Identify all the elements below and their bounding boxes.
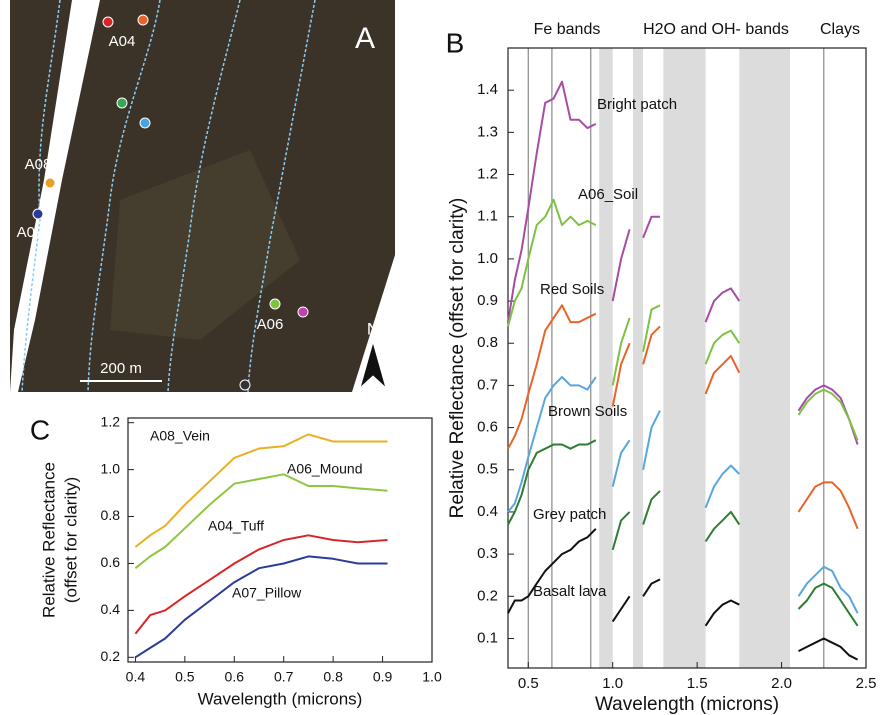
site-marker bbox=[32, 208, 44, 220]
x-tick-label: 0.6 bbox=[225, 669, 245, 685]
site-marker bbox=[116, 97, 128, 109]
y-tick-label: 0.1 bbox=[477, 629, 498, 646]
spectrum-line bbox=[507, 80, 859, 445]
series-label: A07_Pillow bbox=[232, 585, 302, 601]
panel-label: B bbox=[446, 27, 465, 58]
plot-frame bbox=[127, 417, 433, 663]
site-label: A04 bbox=[109, 33, 136, 50]
series-label: Basalt lava bbox=[533, 583, 607, 600]
x-tick-label: 1.5 bbox=[687, 675, 708, 692]
y-tick-label: 1.3 bbox=[477, 123, 498, 140]
x-tick-label: 0.4 bbox=[126, 669, 146, 685]
map-contours bbox=[21, 0, 316, 393]
map-panel bbox=[10, 0, 395, 393]
y-tick-label: 0.3 bbox=[477, 545, 498, 562]
x-axis-title: Wavelength (microns) bbox=[198, 689, 363, 708]
series-label: A06_Soil bbox=[578, 186, 638, 203]
y-tick-label: 1.4 bbox=[477, 81, 498, 98]
y-tick-label: 0.6 bbox=[477, 419, 498, 436]
x-tick-label: 0.5 bbox=[518, 675, 539, 692]
series-label: Bright patch bbox=[597, 96, 677, 113]
y-tick-label: 0.7 bbox=[477, 376, 498, 393]
band-header: H2O and OH- bands bbox=[643, 21, 789, 38]
absorption-band bbox=[599, 48, 613, 668]
site-label: A07 bbox=[17, 224, 44, 241]
band-header: Fe bands bbox=[534, 21, 601, 38]
y-tick-label: 1.0 bbox=[101, 460, 121, 476]
y-axis-title: (offset for clarity) bbox=[61, 477, 80, 603]
site-label: A08 bbox=[25, 156, 52, 173]
spectrum-line bbox=[134, 555, 388, 659]
x-tick-label: 0.9 bbox=[373, 669, 393, 685]
site-marker bbox=[44, 177, 56, 189]
x-tick-label: 1.0 bbox=[422, 669, 442, 685]
spectrum-line bbox=[507, 528, 859, 661]
y-tick-label: 0.2 bbox=[477, 587, 498, 604]
north-label: N bbox=[367, 319, 379, 338]
site-marker bbox=[139, 117, 151, 129]
site-label: A06 bbox=[257, 316, 284, 333]
site-marker bbox=[137, 14, 149, 26]
series-label: A08_Vein bbox=[150, 428, 210, 444]
y-tick-label: 1.2 bbox=[477, 165, 498, 182]
site-marker bbox=[269, 298, 281, 310]
map-texture bbox=[110, 150, 300, 340]
spectrum-line bbox=[507, 198, 859, 441]
plot-frame bbox=[507, 47, 867, 669]
spectrum-line bbox=[507, 304, 859, 530]
site-marker bbox=[239, 379, 251, 391]
band-header: Clays bbox=[820, 21, 860, 38]
y-axis-title: Relative Reflectance bbox=[39, 462, 58, 618]
series-label: A04_Tuff bbox=[208, 518, 264, 534]
series-label: Brown Soils bbox=[548, 403, 627, 420]
absorption-band bbox=[663, 48, 706, 668]
series-label: A06_Mound bbox=[287, 461, 363, 477]
spectrum-line bbox=[134, 433, 388, 548]
y-tick-label: 0.8 bbox=[101, 507, 121, 523]
spectrum-line bbox=[134, 534, 388, 635]
series-label: Red Soils bbox=[540, 281, 604, 298]
absorption-band bbox=[632, 48, 644, 668]
y-tick-label: 1.1 bbox=[477, 208, 498, 225]
spectrum-line bbox=[507, 376, 859, 614]
y-tick-label: 0.4 bbox=[101, 601, 121, 617]
y-tick-label: 0.4 bbox=[477, 503, 498, 520]
x-tick-label: 0.7 bbox=[274, 669, 294, 685]
spectrum-line bbox=[507, 439, 859, 627]
x-axis-title: Wavelength (microns) bbox=[595, 694, 779, 715]
spectrum-line bbox=[134, 473, 388, 569]
series-label: Grey patch bbox=[533, 506, 606, 523]
map-river bbox=[10, 0, 100, 392]
x-tick-label: 0.8 bbox=[323, 669, 343, 685]
scale-label: 200 m bbox=[100, 360, 142, 377]
x-tick-label: 0.5 bbox=[175, 669, 195, 685]
y-tick-label: 0.2 bbox=[101, 648, 121, 664]
site-marker bbox=[102, 16, 114, 28]
north-arrow bbox=[359, 340, 387, 390]
absorption-band bbox=[739, 48, 791, 668]
y-tick-label: 0.5 bbox=[477, 461, 498, 478]
site-marker bbox=[297, 306, 309, 318]
y-tick-label: 0.8 bbox=[477, 334, 498, 351]
panel-label: A bbox=[355, 22, 375, 55]
x-tick-label: 2.0 bbox=[771, 675, 792, 692]
x-tick-label: 1.0 bbox=[602, 675, 623, 692]
panel-label: C bbox=[30, 414, 50, 445]
y-tick-label: 1.0 bbox=[477, 250, 498, 267]
y-axis-title: Relative Reflectance (offset for clarity… bbox=[447, 198, 468, 519]
x-tick-label: 2.5 bbox=[856, 675, 877, 692]
y-tick-label: 1.2 bbox=[101, 413, 121, 429]
y-tick-label: 0.9 bbox=[477, 292, 498, 309]
y-tick-label: 0.6 bbox=[101, 554, 121, 570]
